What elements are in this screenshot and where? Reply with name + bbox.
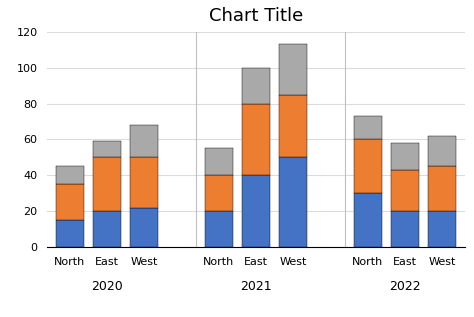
Text: 2022: 2022	[389, 280, 421, 293]
Bar	[428, 211, 456, 247]
Bar	[205, 211, 233, 247]
Bar	[93, 158, 121, 211]
Bar	[130, 158, 158, 208]
Bar	[391, 211, 419, 247]
Bar	[205, 148, 233, 175]
Bar	[428, 166, 456, 211]
Bar	[242, 68, 270, 104]
Text: 2021: 2021	[240, 280, 272, 293]
Bar	[242, 104, 270, 175]
Bar	[242, 175, 270, 247]
Bar	[130, 208, 158, 247]
Bar	[279, 158, 307, 247]
Bar	[56, 220, 84, 247]
Bar	[354, 116, 382, 139]
Text: 2020: 2020	[91, 280, 123, 293]
Bar	[279, 44, 307, 94]
Bar	[56, 184, 84, 220]
Bar	[354, 193, 382, 247]
Bar	[93, 141, 121, 158]
Bar	[354, 139, 382, 193]
Bar	[391, 143, 419, 170]
Title: Chart Title: Chart Title	[209, 7, 303, 25]
Bar	[428, 136, 456, 166]
Bar	[279, 94, 307, 158]
Bar	[93, 211, 121, 247]
Bar	[205, 175, 233, 211]
Bar	[56, 166, 84, 184]
Bar	[391, 170, 419, 211]
Bar	[130, 125, 158, 158]
